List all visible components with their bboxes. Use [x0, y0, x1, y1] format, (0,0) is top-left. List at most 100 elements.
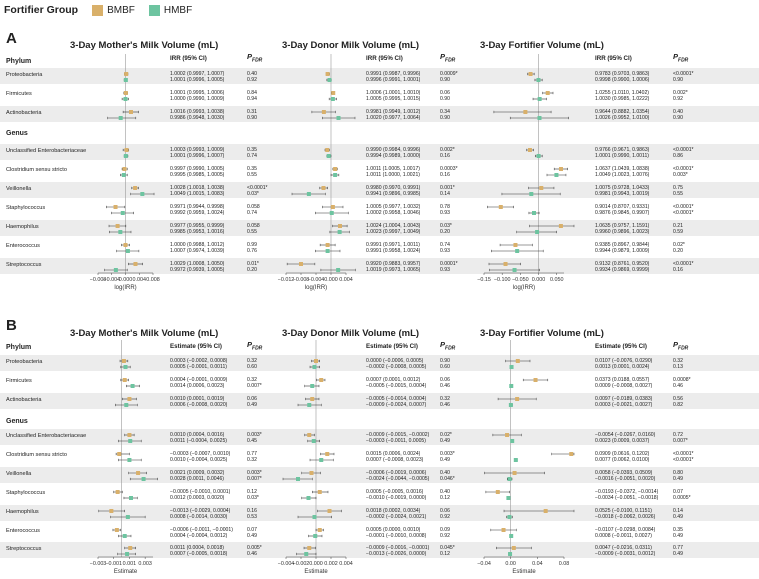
estimate-text-hmbf: −0.0002 (−0.0024, 0.0021): [366, 514, 427, 520]
estimate-text-hmbf: 1.0020 (0.9977, 1.0064): [366, 115, 421, 121]
p-value-hmbf: 0.60: [247, 364, 257, 370]
point-bmbf: [515, 359, 520, 363]
p-value-hmbf: 0.76: [247, 248, 257, 254]
point-hmbf: [141, 477, 146, 481]
estimate-text-bmbf: −0.0009 (−0.0015, −0.0002): [366, 432, 430, 438]
p-value-bmbf: 0.72: [673, 432, 683, 438]
p-value-bmbf: 0.34: [440, 109, 450, 115]
estimate-text-bmbf: 0.0047 (−0.0216, 0.0311): [595, 545, 652, 551]
estimate-text-bmbf: 1.0024 (1.0004, 1.0043): [366, 223, 421, 229]
p-value-bmbf: 0.80: [673, 470, 683, 476]
point-bmbf: [321, 110, 326, 114]
estimate-text-hmbf: 0.9960 (0.9896, 1.0023): [595, 229, 650, 235]
point-bmbf: [133, 262, 138, 266]
group-phylum-label: Phylum: [6, 344, 32, 351]
x-axis-label: Estimate: [512, 569, 536, 575]
taxon-label: Streptococcus: [6, 262, 42, 268]
p-value-bmbf: 0.84: [247, 90, 257, 96]
point-hmbf: [306, 496, 311, 500]
estimate-text-hmbf: 0.0009 (−0.0008, 0.0027): [595, 383, 653, 389]
point-hmbf: [329, 211, 334, 215]
row-band: [0, 429, 759, 445]
estimate-text-bmbf: 0.0525 (−0.0100, 0.1151): [595, 508, 652, 514]
point-bmbf: [325, 148, 330, 152]
x-tick-label: 0.004: [339, 277, 353, 283]
estimate-text-bmbf: −0.0009 (−0.0016, −0.0001): [366, 545, 430, 551]
point-hmbf: [124, 403, 129, 407]
estimate-text-hmbf: 0.9992 (0.9959, 1.0024): [170, 210, 225, 216]
p-value-hmbf: 0.12: [440, 551, 450, 557]
p-value-bmbf: <0.0001*: [673, 261, 694, 267]
point-bmbf: [123, 243, 128, 247]
chart-title: 3-Day Donor Milk Volume (mL): [282, 328, 420, 339]
p-value-hmbf: 0.55: [673, 191, 683, 197]
estimate-text-bmbf: 1.0635 (0.9757, 1.1591): [595, 223, 650, 229]
row-band: [0, 106, 759, 122]
taxon-label: Unclassified Enterobacteriaceae: [6, 148, 87, 154]
estimate-text-bmbf: 0.0005 (0.0000, 0.0010): [366, 527, 421, 533]
point-bmbf: [133, 186, 138, 190]
p-value-hmbf: 0.93: [440, 267, 450, 273]
estimate-text-bmbf: 1.0029 (1.0008, 1.0050): [170, 261, 225, 267]
p-value-bmbf: 0.02*: [673, 242, 685, 248]
point-bmbf: [539, 186, 544, 190]
taxon-label: Firmicutes: [6, 91, 32, 97]
legend-swatch-bmbf: [92, 4, 104, 16]
x-tick-label: 0.004: [133, 277, 147, 283]
p-value-hmbf: 0.90: [440, 115, 450, 121]
estimate-text-hmbf: −0.0001 (−0.0010, 0.0008): [366, 533, 427, 539]
point-bmbf: [307, 546, 312, 550]
p-value-bmbf: 0.07: [673, 489, 683, 495]
p-value-hmbf: 0.90: [673, 77, 683, 83]
estimate-text-bmbf: 0.9990 (0.9984, 0.9996): [366, 147, 421, 153]
point-hmbf: [535, 230, 540, 234]
estimate-text-hmbf: 0.0014 (0.0006, 0.0023): [170, 383, 225, 389]
estimate-text-hmbf: −0.0005 (−0.0015, 0.0004): [366, 383, 427, 389]
estimate-text-bmbf: −0.0193 (−0.0372, −0.0014): [595, 489, 659, 495]
estimate-text-hmbf: 1.0000 (0.9990, 1.0009): [170, 96, 225, 102]
p-value-bmbf: <0.0001*: [673, 71, 694, 77]
p-value-bmbf: <0.0001*: [673, 166, 694, 172]
point-bmbf: [495, 490, 500, 494]
point-hmbf: [313, 534, 318, 538]
forest-plot: −0.15 −0.100 −0.050 0.000 0.050 log(IRR): [477, 54, 575, 291]
estimate-text-bmbf: 0.0018 (0.0002, 0.0034): [366, 508, 421, 514]
point-bmbf: [325, 72, 330, 76]
point-hmbf: [125, 515, 130, 519]
p-header: PFDR: [673, 340, 689, 352]
point-bmbf: [513, 243, 518, 247]
estimate-text-hmbf: 1.0001 (0.9996, 1.0005): [170, 77, 225, 83]
chart-title: 3-Day Mother's Milk Volume (mL): [70, 40, 219, 51]
p-header-subscript: FDR: [678, 345, 689, 352]
point-hmbf: [333, 173, 338, 177]
forest-plot: −0.04 0.00 0.04 0.08 Estimate: [477, 340, 575, 575]
estimate-text-bmbf: 0.9991 (0.9987, 0.9996): [366, 71, 421, 77]
forest-plot: −0.004−0.002 0.000 0.002 0.004 Estimate: [278, 340, 353, 575]
p-value-hmbf: 0.16: [673, 267, 683, 273]
taxon-label: Streptococcus: [6, 546, 42, 552]
point-bmbf: [109, 509, 114, 513]
point-bmbf: [124, 148, 129, 152]
x-tick-label: −0.004: [278, 561, 295, 567]
x-axis-label: Estimate: [114, 569, 138, 575]
p-value-hmbf: 0.007*: [247, 476, 262, 482]
point-hmbf: [118, 230, 123, 234]
p-value-hmbf: 0.55: [247, 172, 257, 178]
x-tick-label: 0.04: [532, 561, 543, 567]
p-value-hmbf: 0.60: [440, 364, 450, 370]
estimate-text-hmbf: 0.9995 (0.9985, 1.0005): [170, 172, 225, 178]
legend-title: Fortifier Group: [4, 4, 79, 16]
estimate-text-bmbf: 0.9981 (0.9949, 1.0012): [366, 109, 421, 115]
p-value-bmbf: 0.74: [440, 242, 450, 248]
estimate-text-hmbf: 0.9941 (0.9896, 0.9985): [366, 191, 421, 197]
p-value-hmbf: 0.59: [673, 229, 683, 235]
p-value-bmbf: 0.003*: [247, 470, 262, 476]
chart-title: 3-Day Fortifier Volume (mL): [480, 328, 604, 339]
estimate-text-hmbf: 0.0008 (−0.0014, 0.0030): [170, 514, 228, 520]
p-value-hmbf: 0.49: [673, 533, 683, 539]
point-bmbf: [128, 546, 133, 550]
estimate-text-hmbf: 1.0049 (1.0023, 1.0076): [595, 172, 650, 178]
chart-title: 3-Day Mother's Milk Volume (mL): [70, 328, 219, 339]
p-value-bmbf: 0.058: [247, 223, 260, 229]
